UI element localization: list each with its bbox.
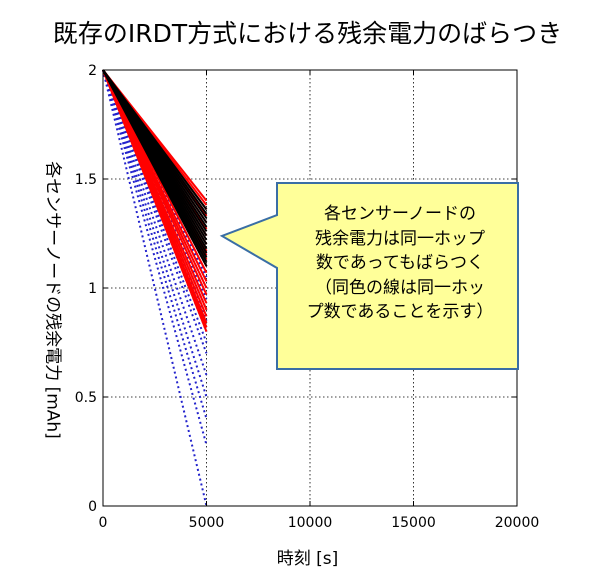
x-axis-label: 時刻 [s]: [276, 549, 339, 569]
x-tick-label: 10000: [288, 515, 333, 531]
y-tick-label: 0.5: [75, 390, 97, 406]
series-lines: [102, 69, 208, 507]
callout-text: 各センサーノードの 残余電力は同一ホップ 数であってもばらつく （同色の線は同一…: [282, 202, 518, 325]
series-line: [102, 69, 208, 343]
y-tick-label: 1: [88, 281, 97, 297]
series-line: [102, 69, 208, 332]
x-tick-label: 20000: [495, 515, 540, 531]
y-tick-label: 2: [88, 63, 97, 79]
x-tick-label: 0: [99, 515, 108, 531]
series-line: [102, 69, 208, 420]
tick-labels: 0 5000 10000 15000 20000 0 0.5 1 1.5 2: [75, 63, 540, 531]
callout-box: [219, 182, 519, 370]
y-tick-label: 1.5: [75, 172, 97, 188]
callout-line: 数であってもばらつく: [315, 253, 485, 273]
series-line: [102, 69, 208, 354]
series-line: [102, 69, 208, 267]
chart-title: 既存のIRDT方式における残余電力のばらつき: [52, 19, 563, 48]
callout-line: 残余電力は同一ホップ: [315, 228, 485, 249]
y-tick-label: 0: [88, 499, 97, 515]
callout-line: プ数であることを示す）: [306, 302, 494, 322]
callout-line: （同色の線は同一ホッ: [315, 277, 485, 298]
x-tick-label: 15000: [391, 515, 436, 531]
callout-line: 各センサーノードの: [324, 204, 476, 224]
x-tick-label: 5000: [189, 515, 225, 531]
y-axis-label: 各センサーノードの残余電力 [mAh]: [42, 161, 63, 439]
series-line: [102, 69, 208, 376]
series-line: [102, 69, 208, 398]
